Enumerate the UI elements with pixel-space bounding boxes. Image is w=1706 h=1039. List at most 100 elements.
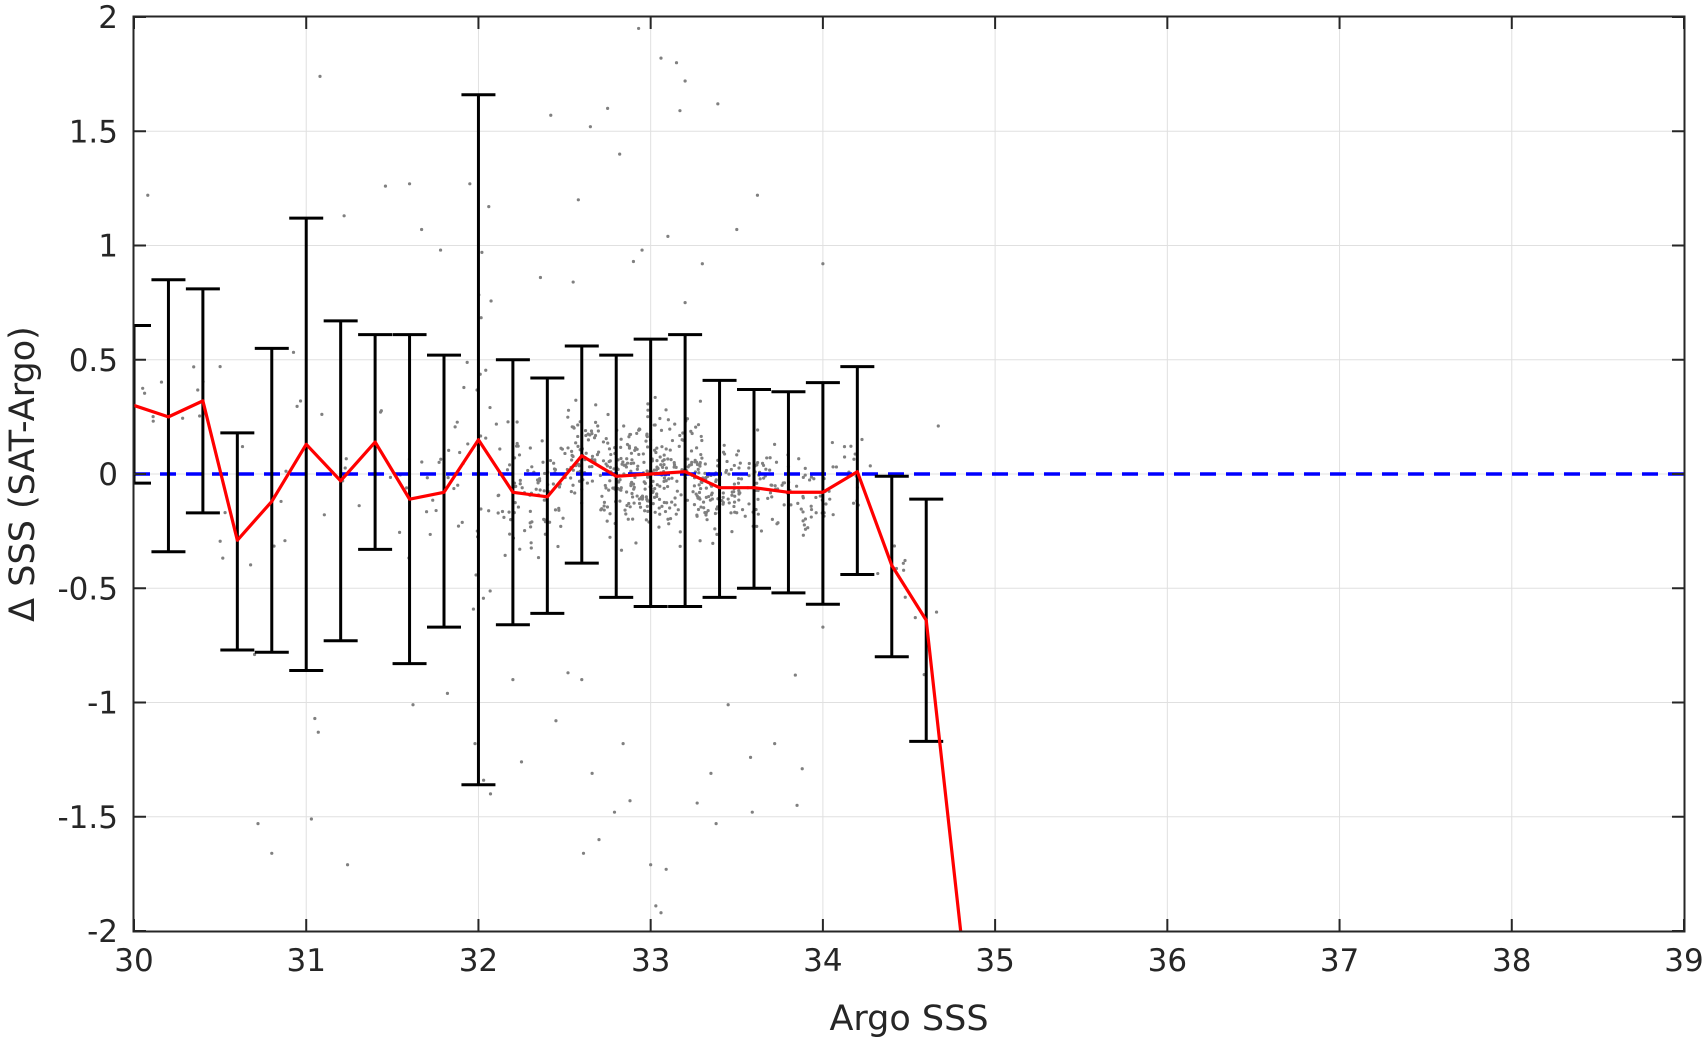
scatter-point bbox=[736, 476, 741, 481]
scatter-point bbox=[618, 499, 622, 503]
scatter-point bbox=[507, 532, 512, 536]
scatter-point bbox=[714, 507, 719, 511]
scatter-point bbox=[439, 457, 443, 461]
scatter-point bbox=[637, 427, 641, 431]
scatter-point bbox=[658, 484, 662, 488]
scatter-point bbox=[479, 507, 483, 511]
scatter-point bbox=[714, 478, 718, 482]
scatter-point bbox=[667, 522, 671, 526]
scatter-point bbox=[640, 497, 644, 501]
scatter-point bbox=[657, 497, 662, 501]
scatter-point bbox=[737, 491, 741, 495]
scatter-point bbox=[456, 483, 460, 487]
scatter-point bbox=[903, 558, 907, 563]
scatter-point bbox=[606, 441, 610, 445]
scatter-point bbox=[629, 461, 633, 466]
scatter-point bbox=[494, 422, 498, 426]
scatter-point bbox=[756, 497, 760, 501]
scatter-point bbox=[474, 573, 478, 577]
scatter-point bbox=[404, 486, 409, 490]
scatter-point bbox=[607, 459, 611, 464]
scatter-point bbox=[694, 425, 698, 429]
scatter-point bbox=[659, 911, 663, 915]
scatter-point bbox=[343, 466, 347, 470]
scatter-point bbox=[658, 455, 662, 459]
scatter-point bbox=[571, 280, 575, 284]
scatter-point bbox=[322, 513, 326, 517]
scatter-point bbox=[704, 495, 708, 499]
scatter-point bbox=[724, 468, 729, 473]
scatter-point bbox=[581, 851, 586, 855]
scatter-point bbox=[755, 524, 759, 528]
scatter-point bbox=[630, 491, 634, 496]
scatter-point bbox=[642, 460, 646, 464]
scatter-point bbox=[876, 571, 880, 576]
scatter-point bbox=[218, 539, 222, 543]
scatter-point bbox=[407, 182, 412, 186]
scatter-point bbox=[892, 544, 897, 548]
scatter-point bbox=[653, 395, 657, 400]
scatter-point bbox=[738, 461, 742, 465]
scatter-point bbox=[629, 469, 633, 473]
scatter-point bbox=[603, 483, 607, 488]
scatter-point bbox=[584, 433, 588, 438]
scatter-point bbox=[279, 499, 283, 504]
scatter-point bbox=[678, 544, 682, 548]
scatter-point bbox=[549, 113, 553, 117]
scatter-point bbox=[715, 532, 719, 536]
scatter-point bbox=[668, 427, 672, 431]
scatter-point bbox=[505, 468, 510, 472]
scatter-point bbox=[632, 501, 636, 505]
scatter-point bbox=[526, 468, 530, 473]
scatter-point bbox=[646, 402, 650, 406]
scatter-point bbox=[732, 463, 736, 468]
scatter-point bbox=[604, 437, 608, 441]
scatter-point bbox=[868, 464, 872, 468]
scatter-point bbox=[445, 691, 450, 695]
scatter-point bbox=[500, 509, 505, 514]
scatter-point bbox=[673, 496, 677, 500]
scatter-point bbox=[503, 553, 507, 557]
scatter-point bbox=[748, 755, 753, 759]
scatter-point bbox=[383, 184, 388, 188]
scatter-point bbox=[580, 678, 584, 682]
x-tick-label: 32 bbox=[459, 943, 498, 979]
scatter-point bbox=[428, 532, 432, 537]
y-tick-label: 1 bbox=[98, 229, 118, 265]
scatter-point bbox=[678, 109, 682, 113]
scatter-point bbox=[725, 459, 729, 464]
scatter-point bbox=[507, 463, 512, 467]
scatter-point bbox=[542, 489, 546, 493]
scatter-point bbox=[669, 458, 673, 462]
scatter-point bbox=[320, 412, 324, 416]
scatter-point bbox=[713, 511, 718, 516]
scatter-point bbox=[689, 449, 694, 453]
scatter-point bbox=[588, 125, 592, 129]
scatter-point bbox=[716, 102, 720, 106]
scatter-point bbox=[529, 525, 533, 529]
scatter-point bbox=[747, 502, 751, 506]
scatter-point bbox=[571, 483, 575, 487]
scatter-point bbox=[750, 810, 754, 814]
plot-frame bbox=[132, 15, 1686, 933]
scatter-point bbox=[702, 506, 706, 510]
scatter-point bbox=[488, 589, 492, 593]
scatter-point bbox=[455, 420, 459, 424]
scatter-point bbox=[607, 488, 611, 492]
scatter-point bbox=[692, 503, 697, 507]
scatter-point bbox=[181, 416, 185, 420]
scatter-point bbox=[654, 450, 658, 455]
scatter-point bbox=[726, 703, 730, 707]
scatter-point bbox=[605, 464, 610, 468]
scatter-point bbox=[552, 461, 556, 465]
scatter-point bbox=[670, 500, 674, 504]
scatter-point bbox=[523, 529, 527, 533]
scatter-point bbox=[484, 368, 488, 372]
scatter-point bbox=[801, 475, 805, 479]
scatter-point bbox=[761, 463, 766, 468]
scatter-point bbox=[420, 460, 424, 464]
x-tick-label: 39 bbox=[1664, 943, 1703, 979]
scatter-point bbox=[796, 501, 800, 506]
scatter-point bbox=[557, 508, 561, 512]
